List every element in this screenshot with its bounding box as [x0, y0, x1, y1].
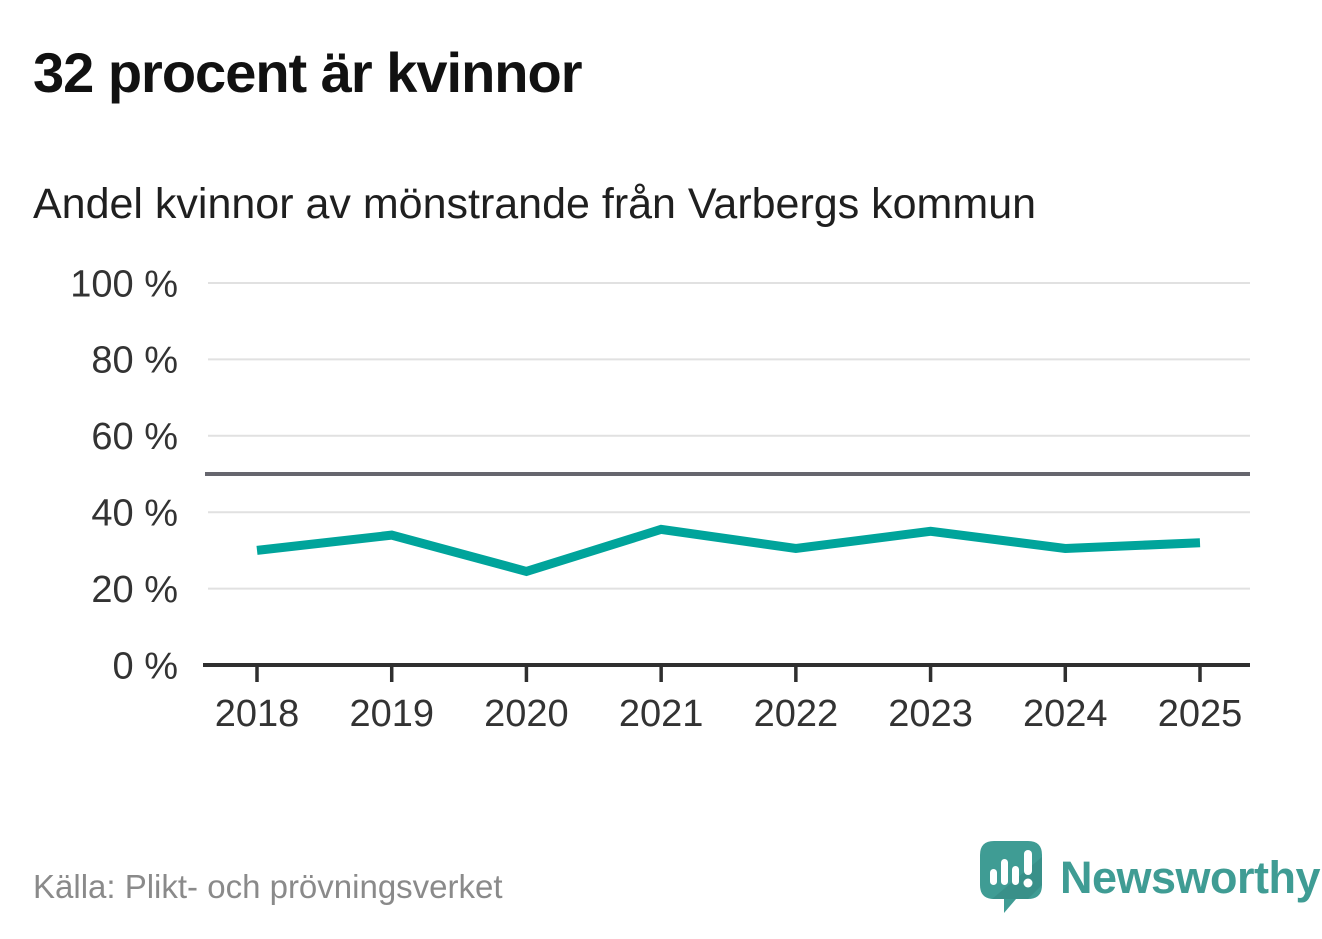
newsworthy-logo: Newsworthy [980, 841, 1321, 915]
x-axis-tick-label: 2023 [888, 693, 973, 735]
x-axis-tick-label: 2019 [349, 693, 434, 735]
y-axis-tick-label: 60 % [91, 416, 178, 458]
bar-icon-1 [990, 869, 997, 885]
exclamation-bar [1024, 850, 1032, 875]
x-axis-tick-label: 2022 [754, 693, 839, 735]
y-axis-tick-label: 0 % [113, 645, 178, 687]
bar-icon-2 [1001, 859, 1008, 885]
exclamation-dot [1023, 878, 1033, 888]
x-axis-tick-label: 2020 [484, 693, 569, 735]
chart-title: 32 procent är kvinnor [33, 41, 583, 104]
bar-icon-3 [1012, 866, 1019, 885]
x-axis-tick-label: 2025 [1158, 693, 1243, 735]
y-axis-tick-label: 40 % [91, 493, 178, 535]
x-axis-tick-label: 2024 [1023, 693, 1108, 735]
data-line-andel-kvinnor-av-m-nstrande [256, 524, 1201, 577]
y-axis-tick-label: 100 % [70, 263, 178, 305]
chart-subtitle: Andel kvinnor av mönstrande från Varberg… [33, 180, 1037, 228]
x-axis-tick-label: 2018 [215, 693, 300, 735]
source-note: Källa: Plikt- och prövningsverket [33, 868, 503, 905]
x-axis-tick-label: 2021 [619, 693, 704, 735]
speech-bubble-chart-icon [980, 841, 1042, 913]
y-axis-tick-label: 20 % [91, 569, 178, 611]
y-axis-tick-label: 80 % [91, 340, 178, 382]
newsworthy-wordmark: Newsworthy [1060, 852, 1321, 903]
